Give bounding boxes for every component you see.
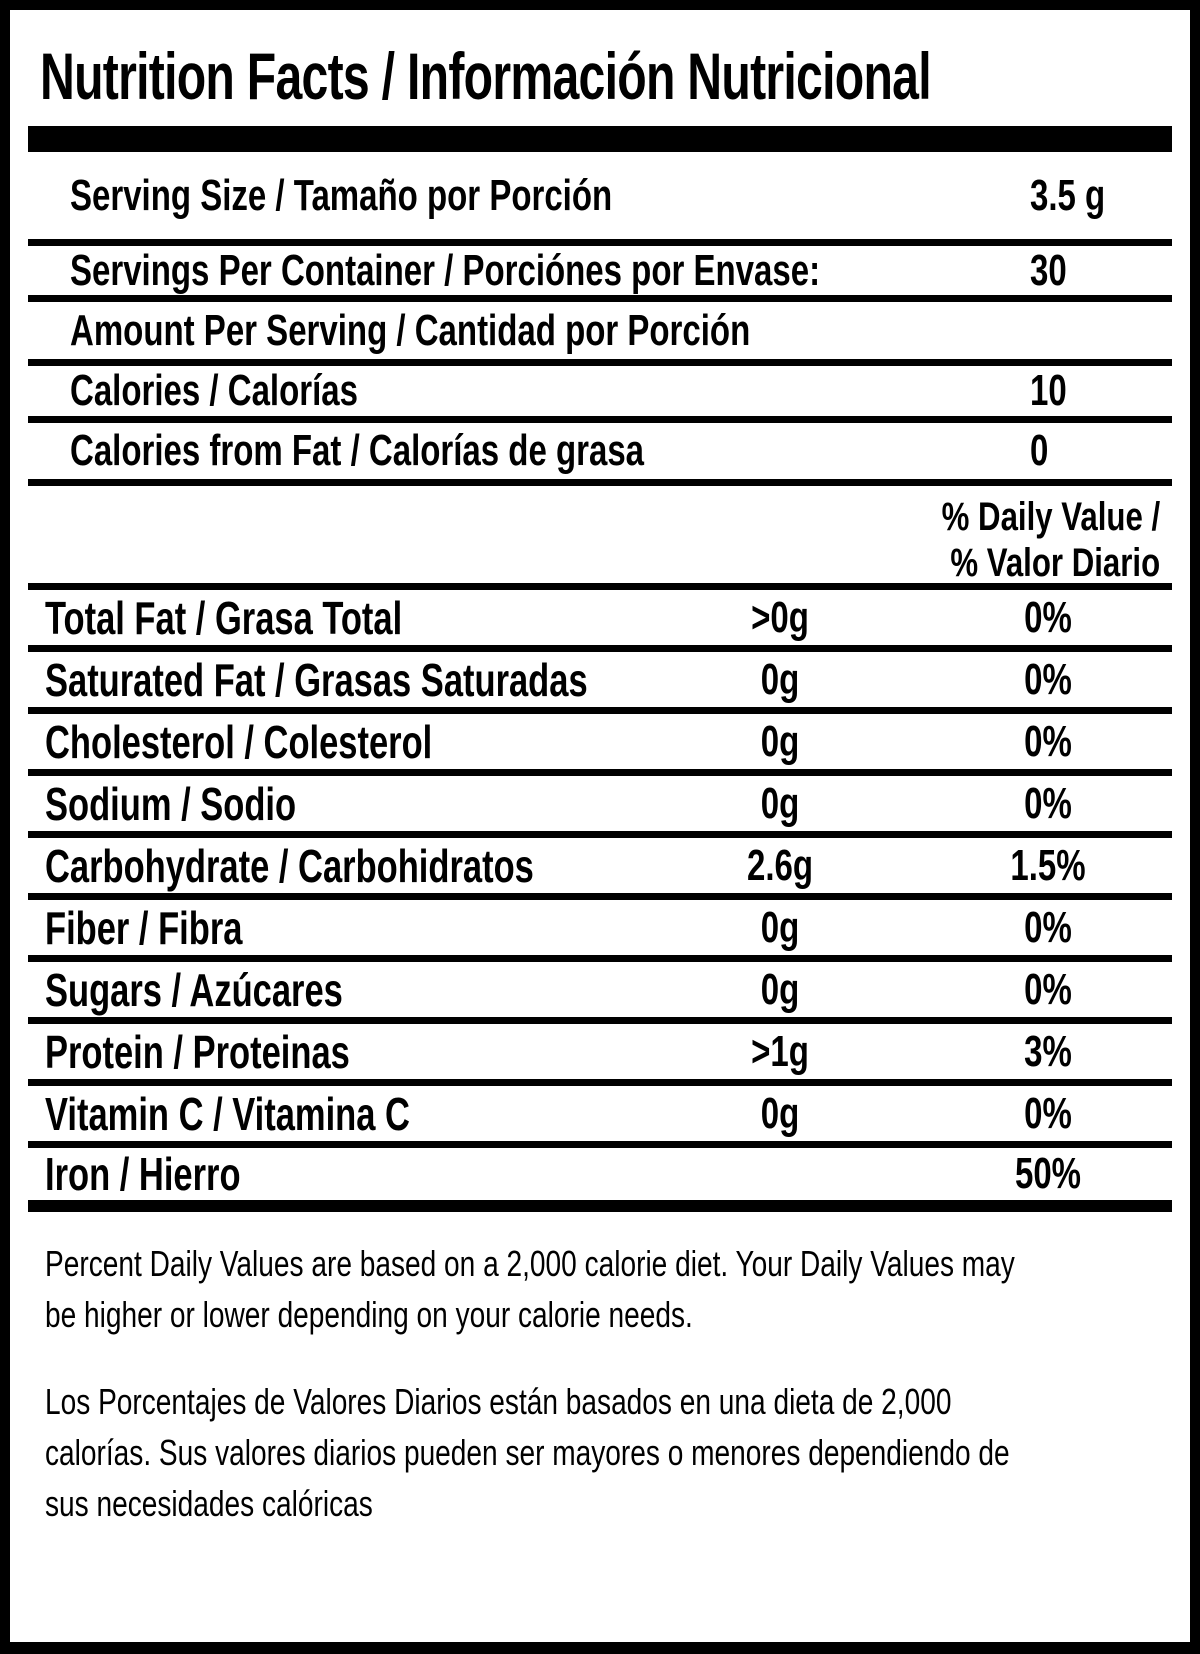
nutrient-amount: >0g	[751, 592, 809, 642]
footnote-english: Percent Daily Values are based on a 2,00…	[45, 1243, 1015, 1335]
nutrient-row: Sodium / Sodio 0g 0%	[28, 776, 1172, 838]
nutrient-label: Total Fat / Grasa Total	[45, 591, 403, 644]
label-title-text: Nutrition Facts / Información Nutriciona…	[40, 39, 932, 113]
label-title: Nutrition Facts / Información Nutriciona…	[28, 36, 1172, 116]
nutrient-amount: 0g	[760, 778, 800, 828]
nutrient-percent: 0%	[1024, 778, 1072, 828]
nutrient-label: Iron / Hierro	[45, 1148, 241, 1200]
nutrient-label: Fiber / Fibra	[45, 901, 243, 954]
nutrient-row: Protein / Proteinas >1g 3%	[28, 1024, 1172, 1086]
title-divider-bar	[28, 126, 1172, 152]
nutrient-amount: >1g	[751, 1026, 809, 1076]
nutrient-amount: 0g	[760, 654, 800, 704]
serving-row: Calories from Fat / Calorías de grasa 0	[28, 423, 1172, 486]
nutrient-amount: 2.6g	[746, 840, 814, 890]
nutrient-percent: 50%	[1014, 1149, 1082, 1198]
daily-value-header: % Daily Value / % Valor Diario	[28, 486, 1172, 590]
nutrient-label: Saturated Fat / Grasas Saturadas	[45, 653, 588, 706]
serving-row-label: Calories / Calorías	[70, 366, 358, 415]
nutrient-row: Iron / Hierro 50%	[28, 1148, 1172, 1212]
nutrient-row: Carbohydrate / Carbohidratos 2.6g 1.5%	[28, 838, 1172, 900]
nutrient-amount: 0g	[760, 716, 800, 766]
nutrient-row: Vitamin C / Vitamina C 0g 0%	[28, 1086, 1172, 1148]
serving-row-label: Servings Per Container / Porciónes por E…	[70, 245, 821, 295]
nutrient-label: Sodium / Sodio	[45, 777, 297, 830]
nutrient-amount: 0g	[760, 902, 800, 952]
footnote-spanish: Los Porcentajes de Valores Diarios están…	[45, 1381, 1010, 1524]
serving-row: Calories / Calorías 10	[28, 366, 1172, 423]
nutrient-row: Fiber / Fibra 0g 0%	[28, 900, 1172, 962]
nutrient-amount: 0g	[760, 1088, 800, 1138]
serving-row-value: 0	[1030, 426, 1049, 475]
nutrient-percent: 0%	[1024, 592, 1072, 642]
serving-section: Serving Size / Tamaño por Porción 3.5 g …	[28, 152, 1172, 486]
nutrient-percent: 0%	[1024, 964, 1072, 1014]
serving-row: Servings Per Container / Porciónes por E…	[28, 246, 1172, 302]
nutrient-label: Sugars / Azúcares	[45, 963, 343, 1016]
serving-row: Amount Per Serving / Cantidad por Porció…	[28, 302, 1172, 366]
nutrient-label: Carbohydrate / Carbohidratos	[45, 839, 534, 892]
nutrient-percent: 1.5%	[1010, 840, 1086, 890]
serving-row-label: Calories from Fat / Calorías de grasa	[70, 426, 645, 475]
serving-row: Serving Size / Tamaño por Porción 3.5 g	[28, 152, 1172, 246]
serving-row-value: 10	[1030, 366, 1067, 415]
nutrient-percent: 0%	[1024, 902, 1072, 952]
nutrient-label: Vitamin C / Vitamina C	[45, 1087, 410, 1140]
daily-value-header-text: % Daily Value / % Valor Diario	[941, 495, 1160, 585]
serving-row-value: 3.5 g	[1030, 170, 1106, 220]
nutrient-percent: 0%	[1024, 654, 1072, 704]
nutrient-amount: 0g	[760, 964, 800, 1014]
nutrient-label: Cholesterol / Colesterol	[45, 715, 433, 768]
nutrient-section: Total Fat / Grasa Total >0g 0% Saturated…	[28, 590, 1172, 1212]
serving-row-value: 30	[1030, 245, 1067, 295]
nutrient-row: Total Fat / Grasa Total >0g 0%	[28, 590, 1172, 652]
nutrient-percent: 3%	[1024, 1026, 1072, 1076]
nutrient-label: Protein / Proteinas	[45, 1025, 350, 1078]
nutrient-row: Saturated Fat / Grasas Saturadas 0g 0%	[28, 652, 1172, 714]
nutrient-percent: 0%	[1024, 716, 1072, 766]
serving-row-label: Amount Per Serving / Cantidad por Porció…	[70, 305, 751, 355]
serving-row-label: Serving Size / Tamaño por Porción	[70, 170, 613, 220]
nutrient-row: Cholesterol / Colesterol 0g 0%	[28, 714, 1172, 776]
nutrient-percent: 0%	[1024, 1088, 1072, 1138]
nutrient-row: Sugars / Azúcares 0g 0%	[28, 962, 1172, 1024]
footnotes: Percent Daily Values are based on a 2,00…	[28, 1238, 1172, 1529]
